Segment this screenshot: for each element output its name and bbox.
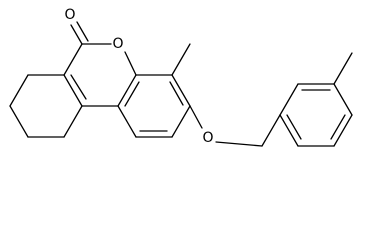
bond <box>171 43 191 76</box>
bond <box>279 83 299 116</box>
atom-label: O <box>112 36 123 52</box>
bond <box>9 74 29 107</box>
double-bond-inner <box>70 74 87 100</box>
bond <box>189 105 203 129</box>
bond <box>279 114 299 147</box>
bond <box>124 51 137 76</box>
double-bond-inner <box>124 81 140 107</box>
double-bond-inner <box>76 21 89 42</box>
bond <box>63 74 83 107</box>
bond <box>63 105 83 138</box>
bond <box>117 105 137 138</box>
bonds <box>9 21 353 147</box>
molecule-diagram: O O O <box>9 7 353 147</box>
bond <box>63 43 83 76</box>
double-bond-inner <box>286 114 302 140</box>
bond <box>333 52 353 85</box>
bond <box>9 105 29 138</box>
bond <box>171 74 191 107</box>
bond <box>70 24 83 45</box>
bond <box>215 141 263 147</box>
atom-label: O <box>64 7 75 23</box>
bond <box>261 114 281 147</box>
double-bond-inner <box>169 81 184 106</box>
double-bond-inner <box>330 114 346 140</box>
bond <box>333 83 353 116</box>
atom-label: O <box>202 130 213 146</box>
bond <box>171 105 191 138</box>
bond <box>117 74 137 107</box>
bond <box>333 114 353 147</box>
